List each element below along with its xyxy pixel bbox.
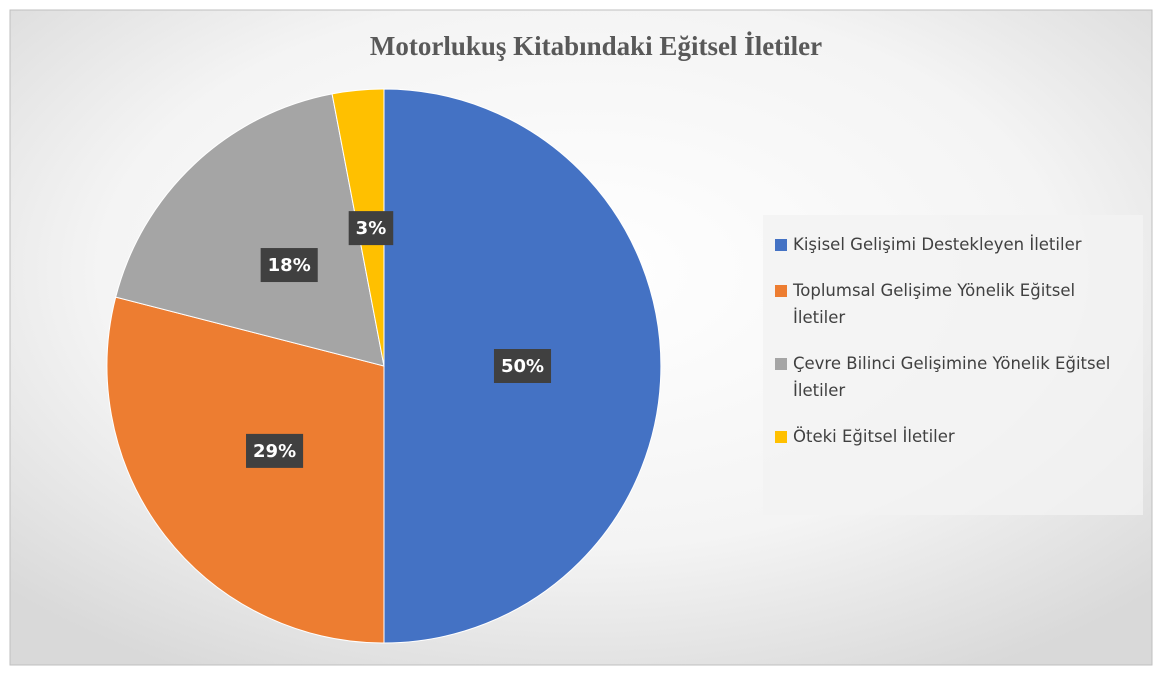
chart-title: Motorlukuş Kitabındaki Eğitsel İletiler bbox=[370, 31, 822, 61]
legend-item: Çevre Bilinci Gelişimine Yönelik Eğitsel… bbox=[775, 350, 1131, 404]
legend-swatch bbox=[775, 239, 787, 251]
legend-item: Öteki Eğitsel İletiler bbox=[775, 423, 1131, 450]
data-label-text: 3% bbox=[356, 218, 387, 239]
pie-slice bbox=[115, 93, 385, 367]
data-label-box bbox=[348, 211, 394, 246]
legend-label: Çevre Bilinci Gelişimine Yönelik Eğitsel… bbox=[793, 354, 1111, 400]
data-label: 50% bbox=[493, 349, 552, 383]
data-label: 18% bbox=[260, 248, 318, 283]
data-label-text: 50% bbox=[501, 356, 544, 377]
data-label: 3% bbox=[348, 211, 394, 246]
data-label-text: 18% bbox=[268, 255, 311, 276]
legend-label: Kişisel Gelişimi Destekleyen İletiler bbox=[793, 235, 1082, 254]
data-label-box bbox=[260, 248, 318, 283]
legend-swatch bbox=[775, 358, 787, 370]
data-label: 29% bbox=[246, 433, 304, 468]
legend-label: Toplumsal Gelişime Yönelik Eğitsel İleti… bbox=[793, 281, 1076, 327]
legend-swatch bbox=[775, 431, 787, 443]
pie-slice bbox=[106, 296, 385, 644]
data-label-box bbox=[246, 433, 304, 468]
data-label-text: 29% bbox=[253, 441, 296, 462]
legend-swatch bbox=[775, 285, 787, 297]
data-label-box bbox=[493, 349, 552, 383]
legend-label: Öteki Eğitsel İletiler bbox=[793, 427, 955, 446]
legend: Kişisel Gelişimi Destekleyen İletiler Top… bbox=[763, 215, 1143, 515]
legend-item: Kişisel Gelişimi Destekleyen İletiler bbox=[775, 231, 1131, 258]
legend-item: Toplumsal Gelişime Yönelik Eğitsel İleti… bbox=[775, 277, 1131, 331]
